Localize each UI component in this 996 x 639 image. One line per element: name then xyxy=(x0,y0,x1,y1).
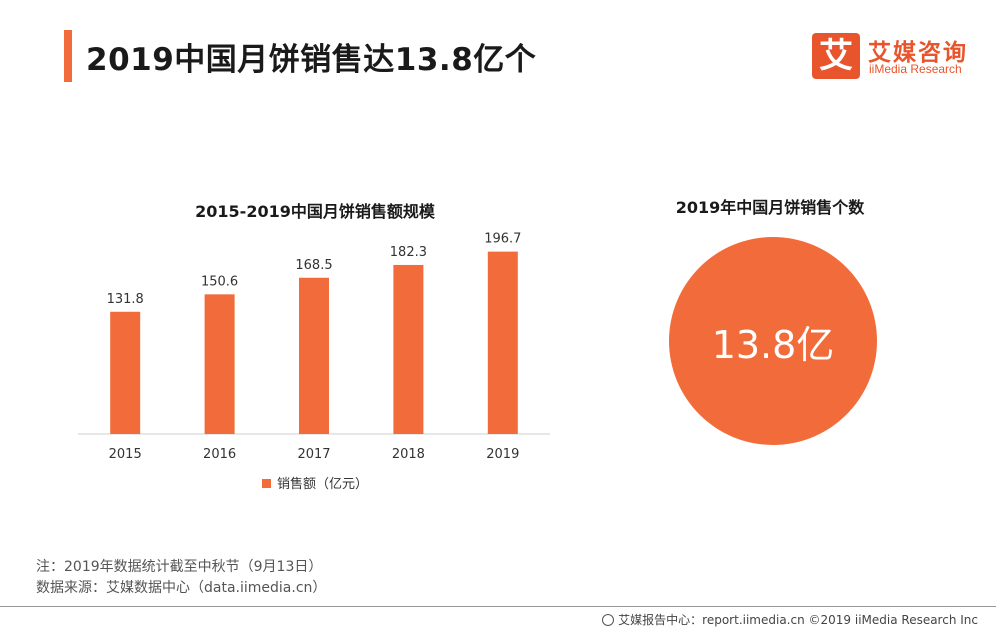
note-text: 注：2019年数据统计截至中秋节（9月13日） xyxy=(36,559,323,575)
footer-divider xyxy=(0,606,996,607)
bar-2015 xyxy=(110,311,141,434)
title-accent-bar xyxy=(64,30,72,82)
logo-name-en: iiMedia Research xyxy=(869,62,962,76)
x-tick-label-2019: 2019 xyxy=(486,447,519,462)
x-tick-label-2015: 2015 xyxy=(109,447,142,462)
stat-circle: 13.8亿 xyxy=(669,237,877,445)
data-label-2015: 131.8 xyxy=(107,292,144,307)
bar-2016 xyxy=(204,294,235,434)
logo-name-cn: 艾媒咨询 xyxy=(868,40,968,66)
footer-text: 艾媒报告中心：report.iimedia.cn ©2019 iiMedia R… xyxy=(618,613,978,627)
legend-swatch xyxy=(262,479,271,488)
x-tick-label-2018: 2018 xyxy=(392,447,425,462)
data-label-2019: 196.7 xyxy=(484,232,521,247)
x-tick-label-2016: 2016 xyxy=(203,447,236,462)
data-label-2017: 168.5 xyxy=(295,258,332,273)
data-label-2016: 150.6 xyxy=(201,274,238,289)
legend-label: 销售额（亿元） xyxy=(277,477,369,492)
logo-badge-icon: 艾 xyxy=(812,33,860,79)
footer: 艾媒报告中心：report.iimedia.cn ©2019 iiMedia R… xyxy=(602,611,978,628)
bar-2018 xyxy=(393,264,424,434)
page-title: 2019中国月饼销售达13.8亿个 xyxy=(86,42,537,78)
bar-2017 xyxy=(299,277,329,434)
bar-2019 xyxy=(487,251,518,434)
chart-legend: 销售额（亿元） xyxy=(262,473,368,492)
stat-title: 2019年中国月饼销售个数 xyxy=(675,198,865,217)
data-label-2018: 182.3 xyxy=(390,245,427,260)
copyright-globe-icon xyxy=(602,613,615,626)
bar-chart: 131.8 2015 150.6 2016 168.5 2017 182.3 2018 196.… xyxy=(78,232,550,462)
stat-value: 13.8亿 xyxy=(711,322,835,367)
source-text: 数据来源：艾媒数据中心（data.iimedia.cn） xyxy=(36,580,327,596)
x-tick-label-2017: 2017 xyxy=(297,447,330,462)
logo: 艾 艾媒咨询 iiMedia Research xyxy=(812,33,982,83)
chart-title: 2015-2019中国月饼销售额规模 xyxy=(195,202,435,221)
